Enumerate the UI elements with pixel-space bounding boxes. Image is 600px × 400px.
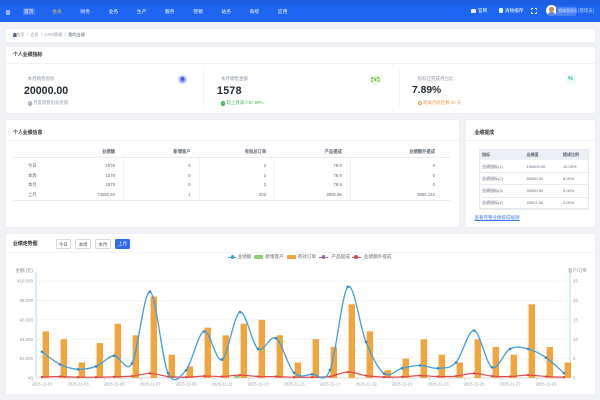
svg-text:¥6,000: ¥6,000 <box>20 317 34 322</box>
svg-text:2025-11-01: 2025-11-01 <box>31 381 53 386</box>
svg-text:¥0: ¥0 <box>28 376 33 381</box>
svg-text:2025-11-11: 2025-11-11 <box>212 381 233 386</box>
svg-text:20: 20 <box>573 298 578 303</box>
svg-text:2025-11-21: 2025-11-21 <box>391 381 413 386</box>
svg-text:2025-11-09: 2025-11-09 <box>175 381 197 386</box>
svg-text:10: 10 <box>573 337 578 342</box>
svg-text:¥2,000: ¥2,000 <box>20 356 34 361</box>
svg-text:25: 25 <box>573 279 578 284</box>
svg-text:2025-11-05: 2025-11-05 <box>103 381 125 386</box>
svg-text:5: 5 <box>573 356 576 361</box>
svg-text:2025-11-25: 2025-11-25 <box>463 381 485 386</box>
svg-text:2025-11-03: 2025-11-03 <box>67 381 89 386</box>
svg-text:2025-11-19: 2025-11-19 <box>355 381 377 386</box>
svg-text:¥4,000: ¥4,000 <box>20 337 34 342</box>
svg-text:客户/订单: 客户/订单 <box>568 267 587 274</box>
svg-text:2025-11-29: 2025-11-29 <box>535 381 557 386</box>
svg-text:2025-11-23: 2025-11-23 <box>427 381 449 386</box>
svg-text:15: 15 <box>573 317 578 322</box>
svg-text:2025-11-07: 2025-11-07 <box>139 381 161 386</box>
svg-text:0: 0 <box>573 376 576 381</box>
svg-text:2025-11-17: 2025-11-17 <box>319 381 341 386</box>
svg-text:金额 (元): 金额 (元) <box>16 267 34 274</box>
svg-text:¥8,000: ¥8,000 <box>20 298 34 303</box>
svg-text:¥10,000: ¥10,000 <box>17 279 33 284</box>
svg-text:2025-11-13: 2025-11-13 <box>247 381 269 386</box>
svg-text:2025-11-15: 2025-11-15 <box>283 381 305 386</box>
svg-text:2025-11-27: 2025-11-27 <box>499 381 521 386</box>
